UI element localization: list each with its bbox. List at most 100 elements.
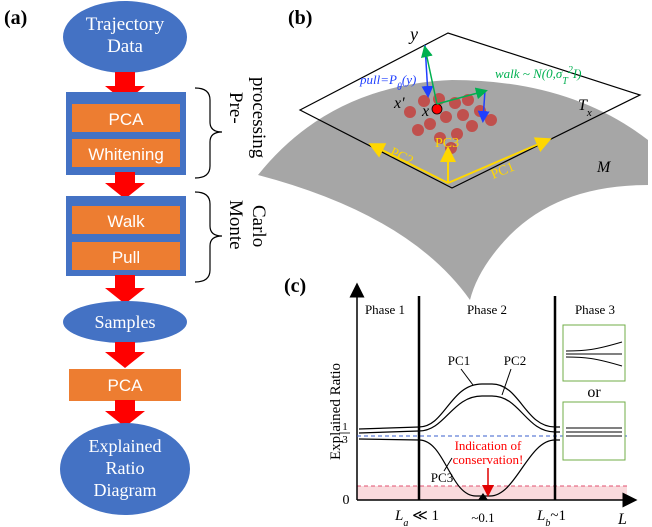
manifold-surface — [258, 80, 648, 300]
phase2-label: Phase 2 — [467, 302, 507, 317]
la-tail: ≪ 1 — [408, 508, 439, 524]
label-walk-tail: I) — [572, 66, 582, 81]
la-label: La ≪ 1 — [394, 508, 439, 527]
label-tx-sub: x — [586, 107, 592, 119]
preprocessing-brace — [194, 87, 223, 179]
pull-step-label: Pull — [112, 248, 140, 267]
explained-label-2: Ratio — [106, 458, 145, 478]
sample-point — [434, 132, 446, 144]
label-pull-tail: (y) — [402, 72, 416, 87]
sample-point — [440, 111, 452, 123]
y-axis-label: Explained Ratio — [328, 363, 344, 460]
or-label: or — [587, 384, 601, 401]
preprocessing-brace-label-2: processing — [248, 77, 269, 159]
third-denominator: 3 — [342, 434, 348, 446]
annotation-line-1: Indication of — [455, 438, 522, 453]
flow-arrow — [105, 172, 145, 199]
monte-carlo-brace — [194, 191, 223, 283]
trajectory-label-1: Trajectory — [86, 14, 165, 35]
inset1-curve — [565, 341, 623, 352]
sample-point — [457, 109, 469, 121]
explained-ratio-node — [60, 423, 190, 515]
pull-step — [72, 242, 180, 270]
pca-step-1 — [72, 104, 180, 132]
label-walk: walk ~ N(0,σT2I) — [495, 65, 581, 87]
panel-c-label: (c) — [284, 275, 306, 297]
pc3-curve-label: PC3 — [431, 470, 453, 485]
label-walk-sub: T — [562, 76, 569, 87]
flow-arrow — [105, 72, 145, 102]
panel-a-label: (a) — [4, 7, 27, 29]
pc1-leader — [460, 368, 474, 386]
lb-text: L — [536, 508, 545, 524]
walk-arrow — [421, 45, 438, 105]
panel-c: (c) Phase 1 Phase 2 Phase 3 PC1 PC2 PC3 … — [284, 275, 638, 527]
walk-arrow-2 — [436, 87, 488, 105]
phase1-label: Phase 1 — [365, 302, 405, 317]
label-m: M — [596, 159, 612, 176]
flow-arrow — [105, 400, 145, 427]
walk-step-label: Walk — [107, 212, 145, 231]
panel-a: (a) Trajectory Data PCA Whitening Pre- p… — [4, 1, 269, 515]
zero-label: 0 — [343, 493, 350, 508]
pc3-leader — [443, 457, 453, 472]
annotation-line-2: conservation! — [453, 452, 524, 467]
pc2-curve-label: PC2 — [504, 353, 526, 368]
pc1-curve — [358, 383, 560, 430]
la-text: L — [394, 508, 403, 524]
pca-step-1-label: PCA — [109, 110, 145, 129]
walk-step — [72, 206, 180, 234]
sample-point — [485, 114, 497, 126]
sample-point — [418, 95, 430, 107]
inset1-curve — [565, 356, 623, 367]
label-x-prime: x' — [393, 95, 405, 112]
label-pull-sub: θ — [397, 82, 402, 93]
label-walk-text: walk ~ N(0,σ — [495, 66, 563, 81]
pca-step-2-label: PCA — [108, 376, 144, 395]
third-numerator: 1 — [342, 421, 348, 433]
trajectory-data-node — [63, 1, 187, 73]
trajectory-label-2: Data — [107, 36, 143, 57]
sample-point — [451, 128, 463, 140]
panel-b-label: (b) — [288, 7, 312, 29]
current-point-x — [431, 103, 443, 115]
sample-point — [424, 118, 436, 130]
tick-marker — [478, 493, 488, 500]
samples-node — [63, 301, 187, 343]
pca-step-2 — [69, 369, 181, 401]
flow-arrow — [105, 342, 145, 368]
la-sub: a — [403, 518, 408, 527]
label-walk-sup: 2 — [568, 65, 573, 76]
monte-carlo-brace-label-2: Carlo — [248, 205, 269, 247]
label-tx-text: T — [578, 97, 588, 114]
label-x: x — [421, 103, 429, 120]
flow-arrow — [105, 275, 145, 304]
whitening-step — [72, 139, 180, 167]
pc2-leader — [501, 368, 512, 396]
label-pc3: PC3 — [435, 136, 459, 151]
x-axis-label: L — [617, 511, 627, 527]
preprocessing-brace-label-1: Pre- — [225, 92, 246, 124]
pc2-curve — [358, 395, 560, 434]
pc1-curve-label: PC1 — [448, 353, 470, 368]
tangent-plane — [298, 32, 642, 189]
whitening-step-label: Whitening — [88, 145, 164, 164]
pc1-axis — [447, 137, 552, 184]
explained-label-3: Diagram — [94, 480, 157, 500]
lb-label: Lb~1 — [536, 508, 566, 527]
pc2-axis — [368, 143, 449, 184]
explained-label-1: Explained — [89, 436, 162, 456]
phase3-inset-1 — [562, 324, 626, 382]
lb-tail: ~1 — [550, 508, 566, 524]
label-pull: pull=Pθ(y) — [359, 72, 416, 93]
phase3-inset-2 — [562, 401, 626, 461]
conservation-band — [357, 486, 627, 500]
label-pull-text: pull=P — [359, 72, 397, 87]
lb-sub: b — [545, 518, 550, 527]
samples-label: Samples — [95, 312, 156, 332]
label-y: y — [408, 24, 418, 44]
tick-label: ~0.1 — [471, 510, 494, 525]
sample-point — [466, 120, 478, 132]
sample-point — [412, 124, 424, 136]
